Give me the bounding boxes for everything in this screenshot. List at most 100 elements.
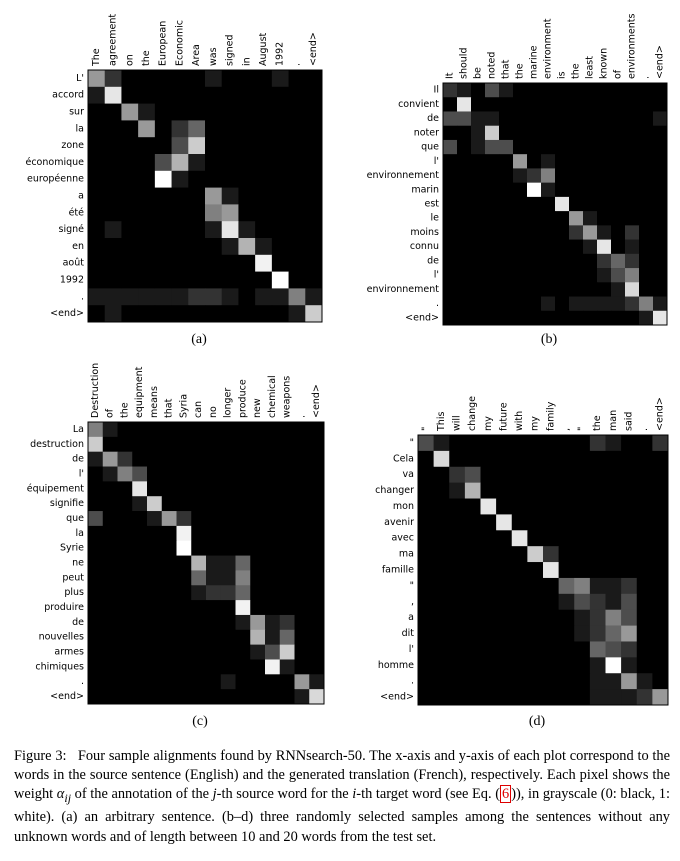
heatmap-cell	[543, 609, 559, 626]
heatmap-cell	[558, 689, 575, 706]
heatmap-cell	[513, 111, 528, 127]
heatmap-cell	[636, 530, 653, 547]
heatmap-cell	[220, 436, 236, 452]
heatmap-cell	[255, 271, 273, 289]
heatmap-cell	[543, 689, 559, 706]
heatmap-cell	[496, 689, 513, 706]
heatmap-cell	[625, 139, 640, 155]
source-word: my	[483, 416, 494, 431]
heatmap-cell	[652, 641, 669, 658]
heatmap-cell	[499, 139, 514, 155]
heatmap-cell	[527, 514, 544, 531]
heatmap-cell	[589, 546, 606, 563]
target-word: va	[403, 469, 414, 480]
heatmap-cell	[597, 211, 612, 226]
heatmap-cell	[541, 97, 556, 112]
heatmap-cell	[471, 239, 486, 255]
heatmap-cell	[605, 641, 622, 658]
heatmap-cell	[597, 139, 612, 155]
heatmap-frame	[87, 421, 325, 705]
source-word: .	[296, 415, 307, 418]
source-word: environment	[543, 18, 554, 79]
heatmap-cell	[117, 600, 133, 616]
heatmap-cell	[597, 97, 612, 112]
heatmap-cell	[235, 659, 251, 675]
heatmap-cell	[206, 570, 222, 586]
heatmap-cell	[464, 641, 481, 658]
heatmap-cell	[288, 254, 306, 272]
heatmap-cell	[220, 674, 236, 690]
target-word: <end>	[50, 691, 84, 702]
heatmap-cell	[636, 562, 653, 579]
target-word: ma	[399, 549, 414, 560]
equation-link[interactable]: 6	[500, 785, 512, 804]
heatmap-cell	[121, 70, 139, 88]
heatmap-cell	[171, 221, 189, 239]
heatmap-cell	[583, 125, 598, 141]
heatmap-cell	[279, 644, 295, 660]
heatmap-cell	[464, 593, 481, 611]
heatmap-cell	[611, 310, 626, 326]
heatmap-cell	[597, 154, 612, 169]
heatmap-cell	[288, 120, 306, 138]
heatmap-cell	[88, 689, 104, 705]
heatmap-cell	[255, 305, 273, 323]
heatmap-cell	[558, 498, 575, 515]
heatmap-cell	[543, 657, 559, 674]
source-word: <end>	[308, 32, 319, 66]
heatmap-cell	[220, 511, 236, 527]
target-word: L'	[76, 73, 84, 84]
heatmap-cell	[652, 625, 669, 642]
heatmap-cell	[558, 673, 575, 690]
panel-label: (b)	[541, 332, 558, 347]
target-word: l'	[434, 156, 439, 167]
heatmap-cell	[457, 196, 472, 212]
target-word: "	[410, 437, 414, 448]
heatmap-cell	[206, 614, 222, 631]
heatmap-cell	[171, 305, 189, 323]
heatmap-cell	[279, 585, 295, 601]
heatmap-cell	[513, 125, 528, 141]
heatmap-cell	[639, 168, 654, 183]
target-word: connu	[410, 241, 439, 252]
heatmap-cell	[309, 540, 325, 556]
heatmap-cell	[88, 288, 106, 306]
heatmap-cell	[636, 435, 653, 452]
heatmap-cell	[636, 657, 653, 674]
heatmap-cell	[265, 585, 281, 601]
target-word: avenir	[384, 517, 414, 528]
heatmap-cell	[221, 86, 239, 104]
heatmap-cell	[653, 296, 668, 312]
heatmap-cell	[589, 625, 606, 642]
heatmap-cell	[171, 204, 189, 222]
heatmap-cell	[191, 511, 207, 527]
heatmap-cell	[443, 154, 458, 169]
heatmap-cell	[621, 625, 638, 642]
heatmap-cell	[653, 239, 668, 255]
target-word: mon	[393, 501, 414, 512]
heatmap-cell	[188, 204, 206, 222]
heatmap-cell	[265, 540, 281, 556]
heatmap-cell	[255, 70, 273, 88]
heatmap-cell	[205, 221, 223, 239]
heatmap-cell	[583, 196, 598, 212]
heatmap-cell	[88, 305, 106, 323]
heatmap-cell	[176, 481, 192, 497]
heatmap-cell	[496, 466, 513, 483]
heatmap-cell	[527, 268, 542, 283]
heatmap-frame	[442, 82, 668, 326]
heatmap-cell	[138, 305, 156, 323]
heatmap-cell	[154, 238, 172, 256]
heatmap-cell	[597, 196, 612, 212]
target-word: de	[427, 113, 439, 124]
heatmap-cell	[449, 530, 466, 547]
heatmap-cell	[480, 482, 497, 499]
heatmap-cell	[513, 253, 528, 269]
heatmap-cell	[611, 211, 626, 226]
heatmap-cell	[220, 570, 236, 586]
heatmap-cell	[464, 466, 481, 483]
heatmap-cell	[527, 310, 542, 326]
heatmap-cell	[161, 689, 177, 705]
heatmap-cell	[443, 282, 458, 297]
heatmap-cell	[527, 435, 544, 452]
